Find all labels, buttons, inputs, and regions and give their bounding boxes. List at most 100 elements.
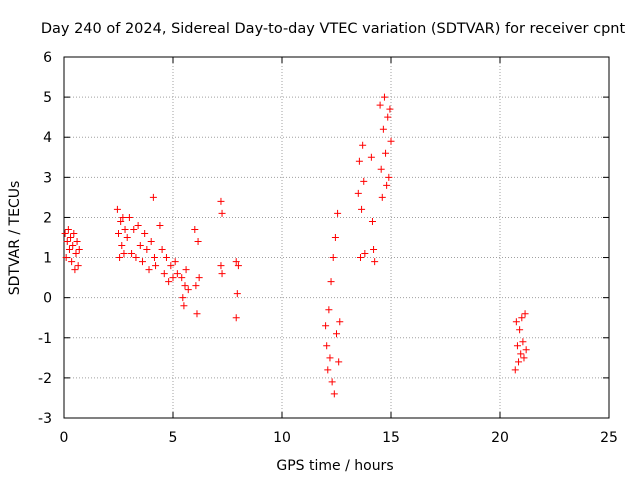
- data-point: [120, 250, 128, 258]
- data-point: [234, 262, 242, 270]
- data-point: [180, 302, 188, 310]
- data-point: [145, 266, 153, 274]
- y-tick-label: 6: [43, 50, 52, 66]
- data-point: [62, 254, 70, 262]
- data-point: [324, 366, 332, 374]
- data-point: [65, 246, 73, 254]
- data-point: [64, 225, 72, 233]
- chart-title: Day 240 of 2024, Sidereal Day-to-day VTE…: [41, 21, 626, 37]
- data-point: [322, 322, 330, 330]
- data-point: [325, 306, 333, 314]
- data-point: [329, 254, 337, 262]
- data-point: [517, 350, 525, 358]
- data-point: [169, 274, 177, 282]
- data-point: [132, 254, 140, 262]
- data-point: [61, 229, 69, 237]
- data-point: [130, 225, 138, 233]
- data-point: [333, 330, 340, 338]
- data-point: [384, 113, 392, 121]
- data-point: [511, 366, 519, 374]
- data-point: [217, 197, 225, 205]
- data-point: [360, 177, 368, 185]
- data-point: [378, 193, 386, 201]
- y-tick-labels: -3 -2 -1 0 1 2 3 4 5 6: [38, 50, 52, 427]
- data-point: [184, 286, 192, 294]
- data-point: [376, 101, 384, 109]
- data-point: [361, 250, 369, 258]
- data-point: [73, 238, 81, 246]
- data-point: [69, 242, 77, 250]
- data-point: [192, 282, 200, 290]
- data-point: [520, 354, 528, 362]
- data-point: [125, 213, 133, 221]
- data-point: [182, 266, 190, 274]
- data-point: [385, 173, 393, 181]
- data-point: [377, 165, 385, 173]
- y-tick-label: 5: [43, 90, 52, 106]
- data-point: [143, 246, 151, 254]
- x-tick-label: 0: [60, 430, 69, 446]
- data-point: [328, 378, 336, 386]
- y-tick-label: 4: [43, 130, 52, 146]
- data-point: [334, 209, 342, 217]
- data-point: [194, 238, 202, 246]
- data-point: [123, 234, 131, 241]
- data-point: [518, 314, 526, 322]
- data-point: [171, 258, 179, 266]
- data-point: [513, 342, 521, 350]
- data-point: [330, 390, 338, 398]
- x-tick-label: 10: [273, 430, 291, 446]
- data-point: [138, 258, 146, 266]
- data-point: [117, 217, 125, 225]
- axis-ticks: [63, 56, 610, 419]
- data-point: [383, 181, 391, 189]
- data-point: [191, 225, 199, 233]
- data-point: [158, 246, 166, 254]
- data-point: [323, 342, 331, 350]
- y-tick-label: -2: [38, 371, 52, 387]
- data-point: [75, 246, 83, 254]
- y-tick-label: 3: [43, 170, 52, 186]
- data-point: [380, 93, 388, 101]
- data-point: [152, 262, 160, 270]
- data-point: [116, 254, 124, 262]
- data-point: [218, 270, 226, 278]
- data-point: [141, 229, 149, 237]
- data-point: [178, 274, 186, 282]
- data-points: [61, 93, 530, 398]
- data-point: [70, 229, 78, 237]
- x-tick-label: 15: [382, 430, 400, 446]
- data-point: [522, 346, 530, 354]
- data-point: [136, 242, 144, 250]
- data-point: [74, 262, 82, 270]
- data-point: [519, 338, 527, 346]
- data-point: [118, 242, 126, 250]
- data-point: [386, 105, 394, 113]
- data-point: [179, 294, 187, 302]
- data-point: [115, 229, 122, 237]
- data-point: [71, 266, 79, 274]
- data-point: [195, 274, 203, 282]
- data-point: [355, 157, 363, 165]
- data-point: [167, 262, 175, 270]
- x-tick-labels: 0 5 10 15 20 25: [60, 430, 618, 446]
- data-point: [119, 213, 127, 221]
- data-point: [516, 326, 524, 334]
- data-point: [327, 278, 335, 286]
- data-point: [358, 205, 366, 213]
- data-point: [121, 225, 129, 233]
- data-point: [336, 318, 344, 326]
- data-point: [63, 238, 71, 246]
- data-point: [512, 318, 520, 326]
- data-point: [326, 354, 334, 362]
- data-point: [232, 314, 240, 322]
- data-point: [359, 141, 367, 149]
- data-point: [173, 270, 181, 278]
- data-point: [193, 310, 201, 318]
- data-point: [356, 254, 364, 262]
- data-point: [218, 209, 226, 217]
- data-point: [181, 282, 189, 290]
- y-tick-label: 0: [43, 291, 52, 307]
- data-point: [233, 290, 241, 298]
